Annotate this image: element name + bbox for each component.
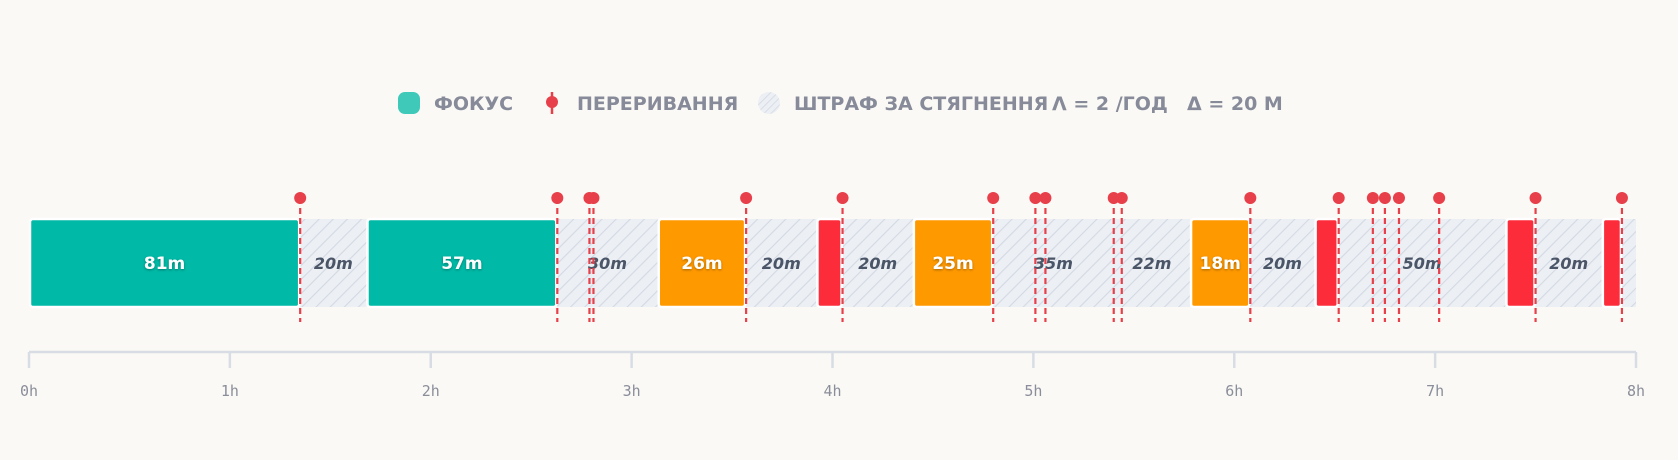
interruption-marker	[1039, 192, 1052, 204]
legend-label-focus: ФОКУС	[434, 93, 513, 115]
interruptions	[294, 192, 1628, 322]
interruption-marker	[1115, 192, 1128, 204]
penalty-gap-label: 20m	[762, 254, 801, 273]
x-axis: 0h 1h 2h 3h 4h 5h 6h 7h 8h	[20, 350, 1645, 400]
penalty-gap	[1113, 219, 1191, 307]
focus-block-label: 25m	[932, 254, 973, 274]
interruption-marker	[740, 192, 753, 204]
penalty-gaps: 20m 30m 20m 20m 35m 22m 20m 50m 20m	[300, 219, 1636, 307]
legend-item-interrupt: ПЕРЕРИВАННЯ	[546, 92, 738, 115]
penalty-gap	[1621, 219, 1636, 307]
penalty-gap-label: 20m	[1549, 254, 1588, 273]
interrupt-marker-icon	[546, 92, 558, 114]
focus-block	[1601, 217, 1623, 309]
penalty-gap	[300, 219, 367, 307]
penalty-gap	[557, 219, 658, 307]
penalty-gap-label: 50m	[1403, 254, 1442, 273]
interruption-marker	[587, 192, 600, 204]
penalty-gap	[1250, 219, 1315, 307]
focus-block-label: 26m	[681, 254, 722, 274]
penalty-gap	[1535, 219, 1602, 307]
x-tick-label: 7h	[1426, 382, 1444, 400]
x-tick-label: 5h	[1024, 382, 1042, 400]
penalty-gap	[746, 219, 817, 307]
interruption-marker	[294, 192, 307, 204]
x-tick-label: 3h	[623, 382, 641, 400]
penalty-gap-label: 20m	[1263, 254, 1302, 273]
interruption-marker	[1366, 192, 1379, 204]
focus-block-label: 18m	[1200, 254, 1241, 274]
interruption-marker	[1029, 192, 1042, 204]
legend-label-penalty: ШТРАФ ЗА СТЯГНЕННЯ	[794, 93, 1048, 115]
x-tick-label: 8h	[1627, 382, 1645, 400]
x-tick-label: 2h	[422, 382, 440, 400]
penalty-gap	[1338, 219, 1506, 307]
focus-block	[1505, 217, 1536, 309]
interruption-marker	[1433, 192, 1446, 204]
legend-item-penalty: ШТРАФ ЗА СТЯГНЕННЯ	[758, 92, 1048, 115]
interruption-marker	[1244, 192, 1257, 204]
interruption-marker	[836, 192, 849, 204]
interruption-marker	[1529, 192, 1542, 204]
x-tick-label: 1h	[221, 382, 239, 400]
focus-block	[1314, 217, 1339, 309]
penalty-gap-label: 20m	[858, 254, 897, 273]
x-tick-label: 6h	[1225, 382, 1243, 400]
legend-label-interrupt: ПЕРЕРИВАННЯ	[577, 93, 738, 115]
focus-block-label: 81m	[144, 254, 185, 274]
x-tick-label: 4h	[823, 382, 841, 400]
focus-swatch-icon	[398, 92, 420, 114]
interruption-marker	[551, 192, 564, 204]
penalty-gap	[993, 219, 1114, 307]
interruption-marker	[1392, 192, 1405, 204]
focus-block-label: 57m	[441, 254, 482, 274]
penalty-gap-label: 35m	[1034, 254, 1073, 273]
penalty-gap-label: 22m	[1132, 254, 1171, 273]
penalty-gap-label: 30m	[588, 254, 627, 273]
penalty-gap	[842, 219, 913, 307]
x-tick-label: 0h	[20, 382, 38, 400]
legend-delta: Δ = 20 М	[1187, 93, 1283, 115]
legend: ФОКУС ПЕРЕРИВАННЯ ШТРАФ ЗА СТЯГНЕННЯ Λ =…	[398, 92, 1283, 115]
interruption-marker	[987, 192, 1000, 204]
legend-lambda: Λ = 2 /ГОД	[1052, 93, 1168, 115]
interruption-marker	[1378, 192, 1391, 204]
hatch-swatch-icon	[758, 92, 780, 114]
interruption-marker	[1615, 192, 1628, 204]
legend-item-focus: ФОКУС	[398, 92, 513, 115]
penalty-gap-label: 20m	[314, 254, 353, 273]
interruption-marker	[1332, 192, 1345, 204]
focus-block	[816, 217, 843, 309]
